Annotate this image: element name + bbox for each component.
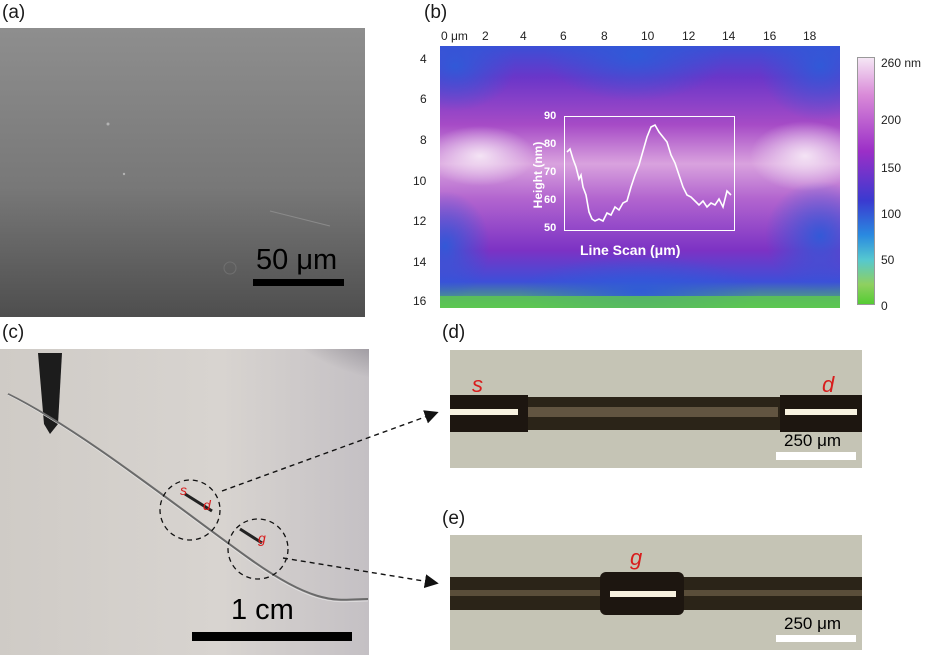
y-tick: 6 — [420, 92, 427, 106]
scalebar-c — [192, 632, 352, 641]
fiber-photo — [0, 349, 369, 655]
y-tick: 16 — [413, 294, 427, 308]
drain-mark: d — [203, 497, 211, 513]
inset-y-tick: 80 — [544, 138, 557, 150]
inset-y-tick: 60 — [544, 194, 557, 206]
scalebar-e-label: 250 μm — [784, 614, 842, 633]
scalebar-c-label: 1 cm — [231, 594, 294, 626]
panel-a-sem-image: 50 μm — [0, 28, 365, 317]
panel-e-micrograph: g 250 μm — [450, 535, 862, 650]
inset-x-axis-label: Line Scan (μm) — [580, 242, 681, 258]
x-tick: 0 μm — [441, 29, 468, 43]
panel-c-label: (c) — [2, 322, 25, 343]
colorbar-tick: 100 — [881, 207, 902, 221]
source-mark: s — [180, 482, 187, 498]
x-tick: 18 — [803, 29, 817, 43]
sem-surface-image — [0, 28, 365, 317]
afm-map-image — [440, 46, 840, 308]
x-tick: 2 — [482, 29, 489, 43]
gate-label: g — [630, 545, 643, 570]
x-tick: 4 — [520, 29, 527, 43]
gate-micrograph — [450, 535, 862, 650]
source-label: s — [472, 372, 483, 397]
x-tick: 8 — [601, 29, 608, 43]
y-tick: 12 — [413, 214, 427, 228]
x-tick: 14 — [722, 29, 736, 43]
y-tick: 4 — [420, 52, 427, 66]
colorbar-tick: 150 — [881, 161, 902, 175]
inset-y-tick: 50 — [544, 222, 557, 234]
drain-label: d — [822, 372, 835, 397]
colorbar-tick: 260 nm — [881, 56, 922, 70]
arrow-to-e — [282, 557, 439, 589]
scalebar-a — [253, 279, 344, 286]
panel-d-micrograph: s d 250 μm — [450, 350, 862, 468]
y-tick: 14 — [413, 255, 427, 269]
x-tick: 12 — [682, 29, 696, 43]
panel-b-label: (b) — [424, 2, 448, 23]
x-tick: 10 — [641, 29, 655, 43]
y-tick: 8 — [420, 133, 427, 147]
scalebar-d-label: 250 μm — [784, 431, 842, 450]
x-tick: 16 — [763, 29, 777, 43]
inset-y-tick: 90 — [544, 110, 557, 122]
gate-mark: g — [258, 530, 266, 546]
x-tick: 6 — [560, 29, 567, 43]
source-drain-micrograph — [450, 350, 862, 468]
afm-height-map: 90 80 70 60 50 Height (nm) Line Scan (μm… — [440, 46, 840, 308]
colorbar-tick: 50 — [881, 253, 895, 267]
scalebar-e — [776, 635, 856, 642]
scalebar-d — [776, 452, 856, 460]
panel-c-photo: s d g 1 cm — [0, 349, 369, 655]
colorbar-tick: 0 — [881, 299, 888, 313]
y-tick: 10 — [413, 174, 427, 188]
arrow-to-d — [221, 410, 439, 492]
scalebar-a-label: 50 μm — [256, 244, 338, 276]
panel-e-label: (e) — [442, 508, 466, 529]
colorbar — [857, 57, 875, 305]
inset-y-tick: 70 — [544, 166, 557, 178]
line-scan-inset — [564, 116, 735, 231]
line-scan-curve — [566, 123, 732, 223]
panel-d-label: (d) — [442, 322, 466, 343]
colorbar-tick: 200 — [881, 113, 902, 127]
panel-a-label: (a) — [2, 2, 26, 23]
